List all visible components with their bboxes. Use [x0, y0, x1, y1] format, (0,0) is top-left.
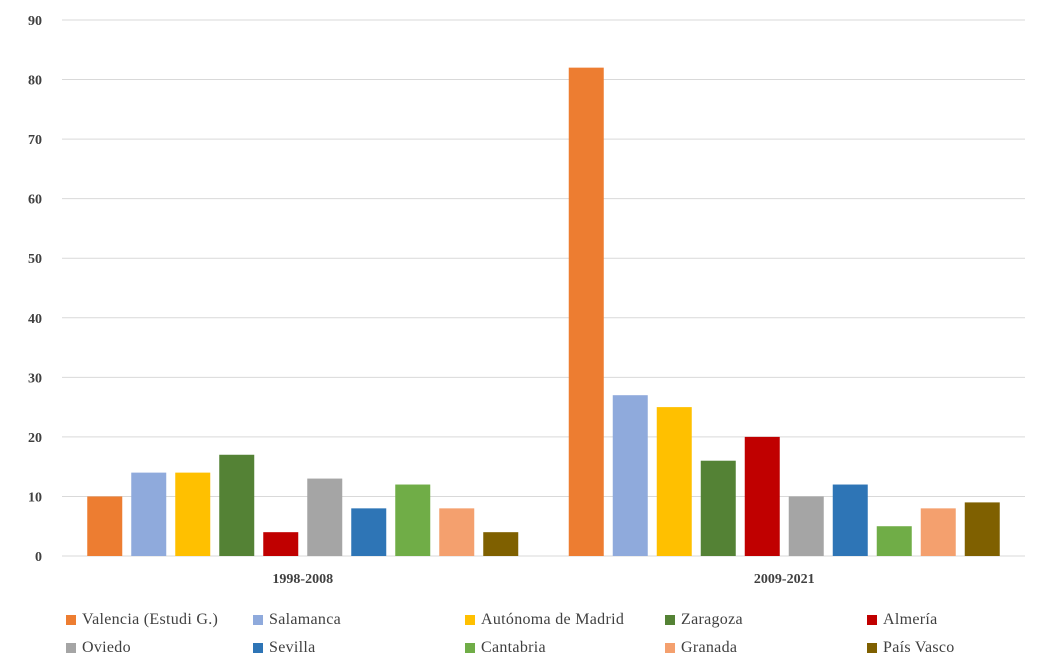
bar [832, 484, 868, 556]
legend-item: Autónoma de Madrid [465, 610, 624, 630]
x-category-label: 2009-2021 [754, 572, 815, 587]
legend-label: Oviedo [82, 639, 131, 656]
x-category-label: 1998-2008 [272, 572, 333, 587]
legend-label: Almería [883, 611, 938, 628]
legend: Valencia (Estudi G.) Salamanca Autónoma de… [0, 607, 1043, 660]
bar [788, 496, 824, 556]
legend-item: Zaragoza [665, 610, 743, 630]
legend-label: Granada [681, 639, 738, 656]
legend-label: Sevilla [269, 639, 316, 656]
x-axis-categories: 1998-2008 2009-2021 [272, 572, 814, 587]
legend-swatch [465, 643, 475, 653]
y-tick-label: 20 [28, 431, 42, 446]
bar [395, 484, 431, 556]
y-tick-label: 10 [28, 490, 42, 505]
bar [744, 436, 780, 556]
legend-label: País Vasco [883, 639, 955, 656]
y-tick-label: 80 [28, 74, 42, 89]
legend-label: Autónoma de Madrid [481, 611, 625, 628]
legend-swatch [867, 615, 877, 625]
legend-swatch [253, 615, 263, 625]
y-tick-label: 30 [28, 371, 42, 386]
bar [175, 472, 211, 556]
bar [439, 508, 475, 556]
legend-label: Zaragoza [681, 611, 743, 628]
legend-swatch [665, 643, 675, 653]
legend-swatch [66, 615, 76, 625]
y-tick-label: 50 [28, 252, 42, 267]
bar [568, 67, 604, 557]
y-tick-label: 40 [28, 312, 42, 327]
legend-label: Cantabria [481, 639, 546, 656]
bar [920, 508, 956, 556]
bar [263, 532, 299, 556]
legend-item: Salamanca [253, 610, 341, 630]
bar [307, 478, 343, 556]
legend-swatch [867, 643, 877, 653]
bar [656, 407, 692, 556]
y-tick-label: 60 [28, 193, 42, 208]
bar [876, 526, 912, 556]
bar [964, 502, 1000, 556]
bar [612, 395, 648, 556]
legend-item: Almería [867, 610, 938, 630]
y-tick-label: 90 [28, 14, 42, 29]
bars [87, 67, 1000, 557]
legend-swatch [253, 643, 263, 653]
bar [131, 472, 167, 556]
bar [351, 508, 387, 556]
legend-swatch [465, 615, 475, 625]
y-axis-ticks: 0 10 20 30 40 50 60 70 80 90 [28, 14, 42, 565]
legend-label: Valencia (Estudi G.) [82, 611, 219, 628]
legend-swatch [66, 643, 76, 653]
y-tick-label: 70 [28, 133, 42, 148]
legend-item: Sevilla [253, 638, 316, 658]
bar [87, 496, 123, 556]
legend-item: Granada [665, 638, 737, 658]
legend-item: Oviedo [66, 638, 131, 658]
legend-swatch [665, 615, 675, 625]
bar [700, 460, 736, 556]
bar [483, 532, 519, 556]
y-tick-label: 0 [35, 550, 42, 565]
bar [219, 454, 255, 556]
legend-item: Cantabria [465, 638, 546, 658]
bar-chart: 0 10 20 30 40 50 60 70 80 90 1998-2008 2009-2021 [28, 14, 1025, 587]
legend-item: País Vasco [867, 638, 955, 658]
legend-item: Valencia (Estudi G.) [66, 610, 218, 630]
legend-label: Salamanca [269, 611, 341, 628]
